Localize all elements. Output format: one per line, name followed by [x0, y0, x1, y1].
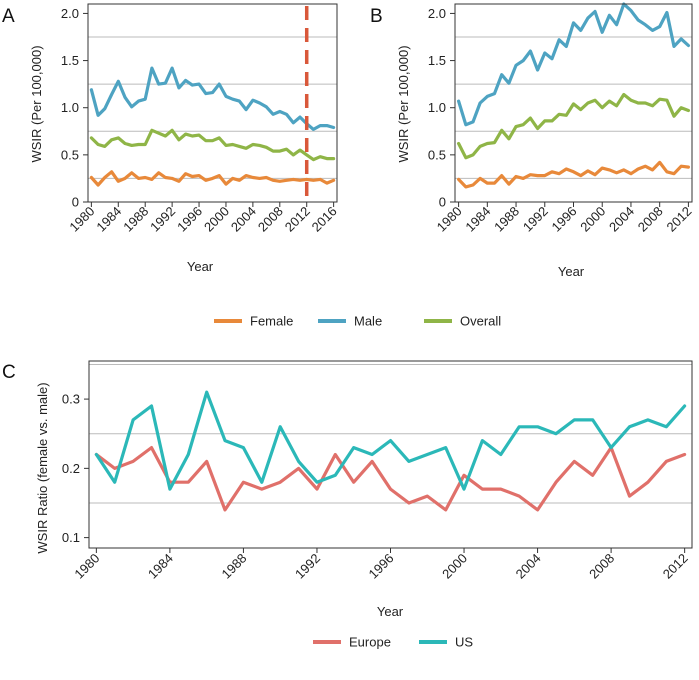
legend-bottom: Europe US — [313, 635, 473, 650]
x-tick-label: 1992 — [520, 204, 551, 235]
legend-label-europe: Europe — [349, 635, 391, 650]
x-tick-label: 2004 — [606, 204, 637, 235]
y-tick-label: 0.2 — [62, 461, 80, 476]
x-tick-label: 2012 — [282, 204, 313, 235]
plot-frame — [88, 360, 693, 549]
y-tick-label: 1.0 — [61, 100, 79, 115]
panel-b: B 00.51.01.52.01980198419881992199620002… — [370, 2, 695, 279]
y-tick-label: 0.1 — [62, 530, 80, 545]
x-tick-label: 1988 — [491, 204, 522, 235]
x-tick-label: 2004 — [228, 204, 259, 235]
plot-frame — [87, 3, 338, 203]
x-tick-label: 2012 — [663, 204, 694, 235]
x-tick-label: 1988 — [218, 551, 249, 582]
y-tick-label: 1.5 — [61, 53, 79, 68]
y-tick-label: 1.5 — [428, 53, 446, 68]
y-tick-label: 0 — [439, 195, 446, 210]
x-tick-label: 1980 — [71, 551, 102, 582]
legend-top: Female Male Overall — [214, 314, 501, 329]
y-tick-label: 0 — [72, 195, 79, 210]
x-tick-label: 1992 — [147, 204, 178, 235]
x-tick-label: 1996 — [549, 204, 580, 235]
x-tick-label: 2004 — [513, 551, 544, 582]
x-tick-label: 2000 — [201, 204, 232, 235]
x-tick-label: 2016 — [309, 204, 340, 235]
panel-c-series — [94, 390, 687, 512]
panel-a-series — [89, 6, 336, 202]
panel-b-gridlines — [455, 36, 692, 179]
panel-a-gridlines — [88, 36, 337, 179]
x-tick-label: 1984 — [462, 204, 493, 235]
panel-a-label: A — [2, 6, 15, 27]
legend-label-female: Female — [250, 314, 293, 329]
series-line-overall — [89, 128, 336, 162]
panel-b-y-axis-title: WSIR (Per 100,000) — [396, 45, 411, 162]
y-tick-label: 1.0 — [428, 100, 446, 115]
x-tick-label: 1988 — [120, 204, 151, 235]
panel-c-y-axis-title: WSIR Ratio (female vs. male) — [35, 382, 50, 553]
x-tick-label: 1996 — [174, 204, 205, 235]
series-line-europe — [94, 446, 687, 512]
series-line-overall — [457, 92, 691, 160]
legend-label-us: US — [455, 635, 473, 650]
x-tick-label: 1984 — [145, 551, 176, 582]
y-tick-label: 0.3 — [62, 392, 80, 407]
series-line-female — [457, 160, 691, 189]
panel-b-x-axis-title: Year — [558, 264, 585, 279]
y-tick-label: 0.5 — [428, 147, 446, 162]
legend-label-male: Male — [354, 314, 382, 329]
y-tick-label: 2.0 — [61, 6, 79, 21]
legend-label-overall: Overall — [460, 314, 501, 329]
series-line-male — [457, 2, 691, 127]
x-tick-label: 2000 — [439, 551, 470, 582]
panel-b-series — [457, 2, 691, 189]
x-tick-label: 2008 — [586, 551, 617, 582]
panel-a-axes — [87, 3, 338, 203]
panel-c-gridlines — [89, 363, 692, 504]
panel-b-label: B — [370, 6, 383, 27]
x-tick-label: 1996 — [366, 551, 397, 582]
series-line-female — [89, 170, 336, 187]
series-line-male — [89, 66, 336, 131]
x-tick-label: 2008 — [255, 204, 286, 235]
y-tick-label: 0.5 — [61, 147, 79, 162]
panel-c: C 0.1 0.2 0.3 1980 1984 1988 1992 1996 2000 2004 2… — [2, 360, 693, 619]
x-tick-label: 2008 — [635, 204, 666, 235]
x-tick-label: 1992 — [292, 551, 323, 582]
panel-c-axes — [88, 360, 693, 549]
panel-a-x-axis-title: Year — [187, 259, 214, 274]
y-tick-label: 2.0 — [428, 6, 446, 21]
panel-c-x-axis-title: Year — [377, 604, 404, 619]
x-tick-label: 1984 — [93, 204, 124, 235]
x-tick-label: 2000 — [577, 204, 608, 235]
panel-a-y-axis-title: WSIR (Per 100,000) — [29, 45, 44, 162]
panel-a: A 00.51.01.52.01980198419881992199620002… — [2, 3, 340, 274]
series-line-us — [94, 390, 687, 491]
x-tick-label: 2012 — [660, 551, 691, 582]
panel-c-label: C — [2, 362, 16, 383]
